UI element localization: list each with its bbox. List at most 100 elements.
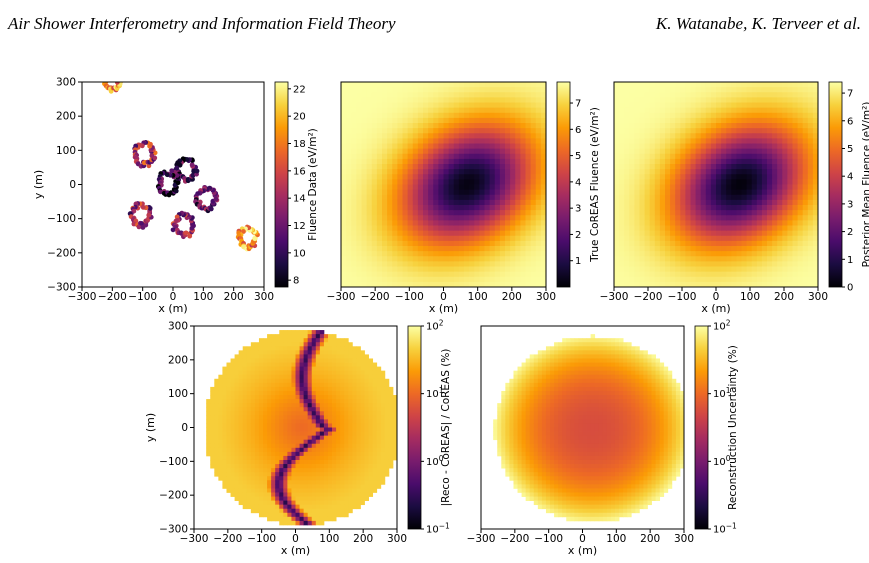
heatmap-cell <box>407 235 414 242</box>
heatmap-cell <box>433 112 439 119</box>
heatmap-cell <box>695 276 702 283</box>
heatmap-cell <box>242 476 248 481</box>
heatmap-cell <box>263 423 268 428</box>
heatmap-cell <box>685 107 691 114</box>
heatmap-cell <box>234 431 240 437</box>
heatmap-cell <box>479 164 485 170</box>
heatmap-cell <box>479 235 485 242</box>
heatmap-cell <box>756 174 763 180</box>
heatmap-cell <box>520 251 526 257</box>
heatmap-cell <box>387 184 393 191</box>
heatmap-cell <box>644 215 651 221</box>
heatmap-cell <box>695 102 702 109</box>
heatmap-cell <box>654 128 661 134</box>
heatmap-cell <box>520 184 526 191</box>
heatmap-cell <box>787 225 793 232</box>
heatmap-cell <box>346 117 352 124</box>
heatmap-cell <box>299 451 305 457</box>
heatmap-cell <box>464 179 470 185</box>
heatmap-cell <box>271 504 276 510</box>
heatmap-cell <box>792 92 799 98</box>
heatmap-cell <box>341 123 347 129</box>
heatmap-cell <box>634 215 640 221</box>
heatmap-cell <box>474 174 480 180</box>
heatmap-cell <box>741 235 748 242</box>
heatmap-cell <box>332 500 337 506</box>
heatmap-cell <box>263 464 268 469</box>
heatmap-cell <box>453 143 460 150</box>
heatmap-cells <box>341 82 547 288</box>
heatmap-cell <box>303 350 309 355</box>
heatmap-cell <box>535 123 542 129</box>
heatmap-cell <box>489 276 496 283</box>
heatmap-cell <box>792 179 799 185</box>
heatmap-cell <box>387 102 393 109</box>
heatmap-cell <box>634 174 640 180</box>
heatmap-cell <box>412 205 419 211</box>
data-point <box>194 168 200 174</box>
heatmap-cell <box>319 451 325 457</box>
heatmap-cell <box>283 468 288 473</box>
heatmap-cell <box>387 158 393 165</box>
heatmap-cell <box>311 484 317 489</box>
heatmap-cell <box>659 194 666 201</box>
heatmap-cell <box>323 346 329 351</box>
heatmap-cell <box>494 143 501 150</box>
heatmap-cell <box>226 374 231 380</box>
heatmap-cell <box>525 230 532 237</box>
heatmap-cell <box>807 261 814 267</box>
heatmap-cell <box>246 395 252 400</box>
heatmap-cell <box>443 251 450 257</box>
heatmap-cell <box>494 215 501 221</box>
heatmap-cell <box>649 251 656 257</box>
heatmap-cell <box>299 342 305 347</box>
heatmap-cell <box>283 476 288 481</box>
heatmap-cell <box>705 133 712 139</box>
heatmap-cell <box>705 240 712 247</box>
heatmap-cell <box>332 480 337 485</box>
heatmap-cell <box>494 210 501 216</box>
heatmap-cell <box>291 407 296 412</box>
heatmap-cell <box>479 97 485 103</box>
heatmap-cell <box>510 230 516 237</box>
heatmap-cell <box>797 210 804 216</box>
heatmap-cell <box>242 439 248 445</box>
heatmap-cell <box>535 169 542 175</box>
heatmap-cell <box>721 235 727 242</box>
heatmap-cell <box>271 334 276 339</box>
heatmap-cell <box>376 235 383 242</box>
heatmap-cell <box>222 484 227 489</box>
heatmap-cell <box>295 382 300 388</box>
heatmap-cell <box>332 504 337 510</box>
heatmap-cell <box>624 138 630 144</box>
heatmap-cell <box>258 382 264 388</box>
heatmap-cell <box>634 220 640 226</box>
heatmap-cell <box>767 153 773 160</box>
heatmap-cell <box>287 378 292 384</box>
heatmap-cell <box>453 87 460 93</box>
heatmap-cell <box>489 164 496 170</box>
heatmap-cell <box>721 87 727 93</box>
heatmap-cell <box>382 179 388 185</box>
heatmap-cell <box>311 455 317 461</box>
heatmap-cell <box>267 476 272 481</box>
data-point <box>158 189 163 195</box>
heatmap-cell <box>287 330 292 335</box>
heatmap-cell <box>649 261 656 267</box>
heatmap-cell <box>624 164 630 170</box>
heatmap-cell <box>777 153 783 160</box>
heatmap-cell <box>417 153 424 160</box>
colorbar-tick-label: 1 <box>847 255 853 266</box>
heatmap-cell <box>438 164 444 170</box>
heatmap-cell <box>659 102 666 109</box>
heatmap-cell <box>332 516 337 522</box>
heatmap-cell <box>376 87 383 93</box>
heatmap-cell <box>812 240 819 247</box>
y-tick-label: −200 <box>47 247 76 259</box>
heatmap-cell <box>242 354 248 359</box>
heatmap-cell <box>287 476 292 481</box>
heatmap-cell <box>787 276 793 283</box>
heatmap-cell <box>371 153 378 160</box>
heatmap-cell <box>242 378 248 384</box>
heatmap-cell <box>323 350 329 355</box>
